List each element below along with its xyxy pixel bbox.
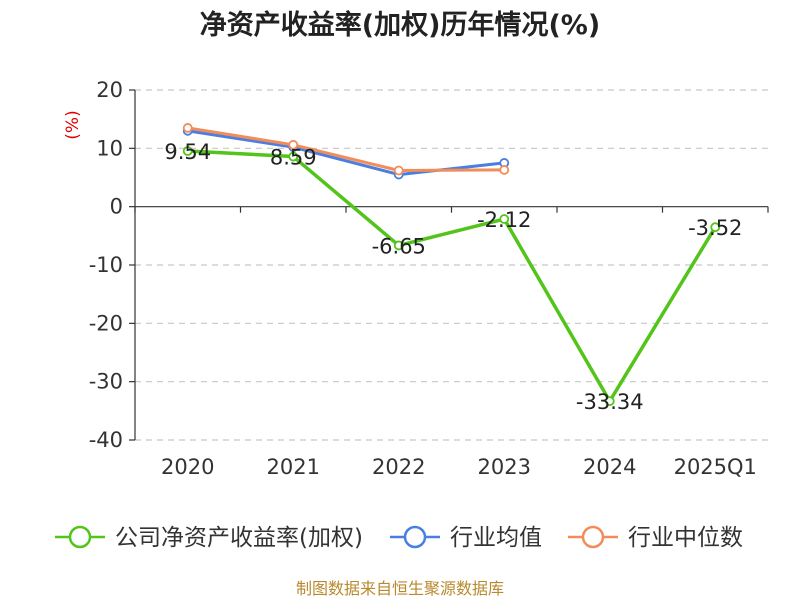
legend-marker-1 (403, 525, 427, 549)
data-label: -6.65 (372, 234, 426, 258)
series-point-2 (288, 139, 299, 150)
data-labels: 9.54 8.59 -6.65 -2.12 -33.34 -3.52 (164, 140, 742, 414)
chart-title: 净资产收益率(加权)历年情况(%) (200, 9, 600, 41)
x-tick-label: 2021 (267, 455, 320, 479)
data-label: -3.52 (688, 216, 742, 240)
source-note: 制图数据来自恒生聚源数据库 (296, 579, 504, 598)
legend-marker-0 (68, 525, 92, 549)
legend-label-1: 行业均值 (450, 525, 542, 551)
data-label: -33.34 (576, 390, 644, 414)
legend-label-2: 行业中位数 (628, 525, 743, 551)
x-tick-label: 2024 (583, 455, 636, 479)
y-tick-label: -20 (89, 311, 123, 335)
x-tick-label: 2020 (161, 455, 214, 479)
series-line-0 (187, 149, 717, 403)
y-tick-label: 20 (96, 78, 123, 102)
series-point-0 (710, 222, 721, 233)
x-tick-label: 2023 (478, 455, 531, 479)
series-line-2 (187, 126, 505, 172)
axes: 20 10 0 -10 -20 -30 -40 2020 2021 2022 2023 2024 202… (89, 78, 769, 479)
data-label: 9.54 (164, 140, 211, 164)
legend-label-0: 公司净资产收益率(加权) (115, 525, 363, 551)
y-tick-label: -10 (89, 253, 123, 277)
y-tick-label: 10 (96, 136, 123, 160)
data-label: 8.59 (270, 146, 317, 170)
series-lines (182, 123, 721, 407)
series-point-0 (604, 396, 615, 407)
y-tick-label: -40 (89, 428, 123, 452)
x-tick-label: 2022 (372, 455, 425, 479)
legend-marker-2 (581, 525, 605, 549)
legend: 公司净资产收益率(加权) 行业均值 行业中位数 (55, 525, 743, 551)
series-point-0 (393, 240, 404, 251)
series-point-0 (499, 214, 510, 224)
series-point-0 (288, 151, 299, 162)
series-point-0 (182, 146, 193, 156)
series-point-2 (393, 165, 404, 176)
data-label: -2.12 (477, 208, 531, 232)
x-tick-label: 2025Q1 (674, 455, 757, 479)
y-tick-label: 0 (110, 195, 123, 219)
grid-lines (135, 89, 768, 441)
series-point-2 (499, 165, 510, 175)
series-point-2 (182, 123, 193, 133)
y-tick-label: -30 (89, 370, 123, 394)
y-axis-unit: (%) (63, 110, 83, 139)
